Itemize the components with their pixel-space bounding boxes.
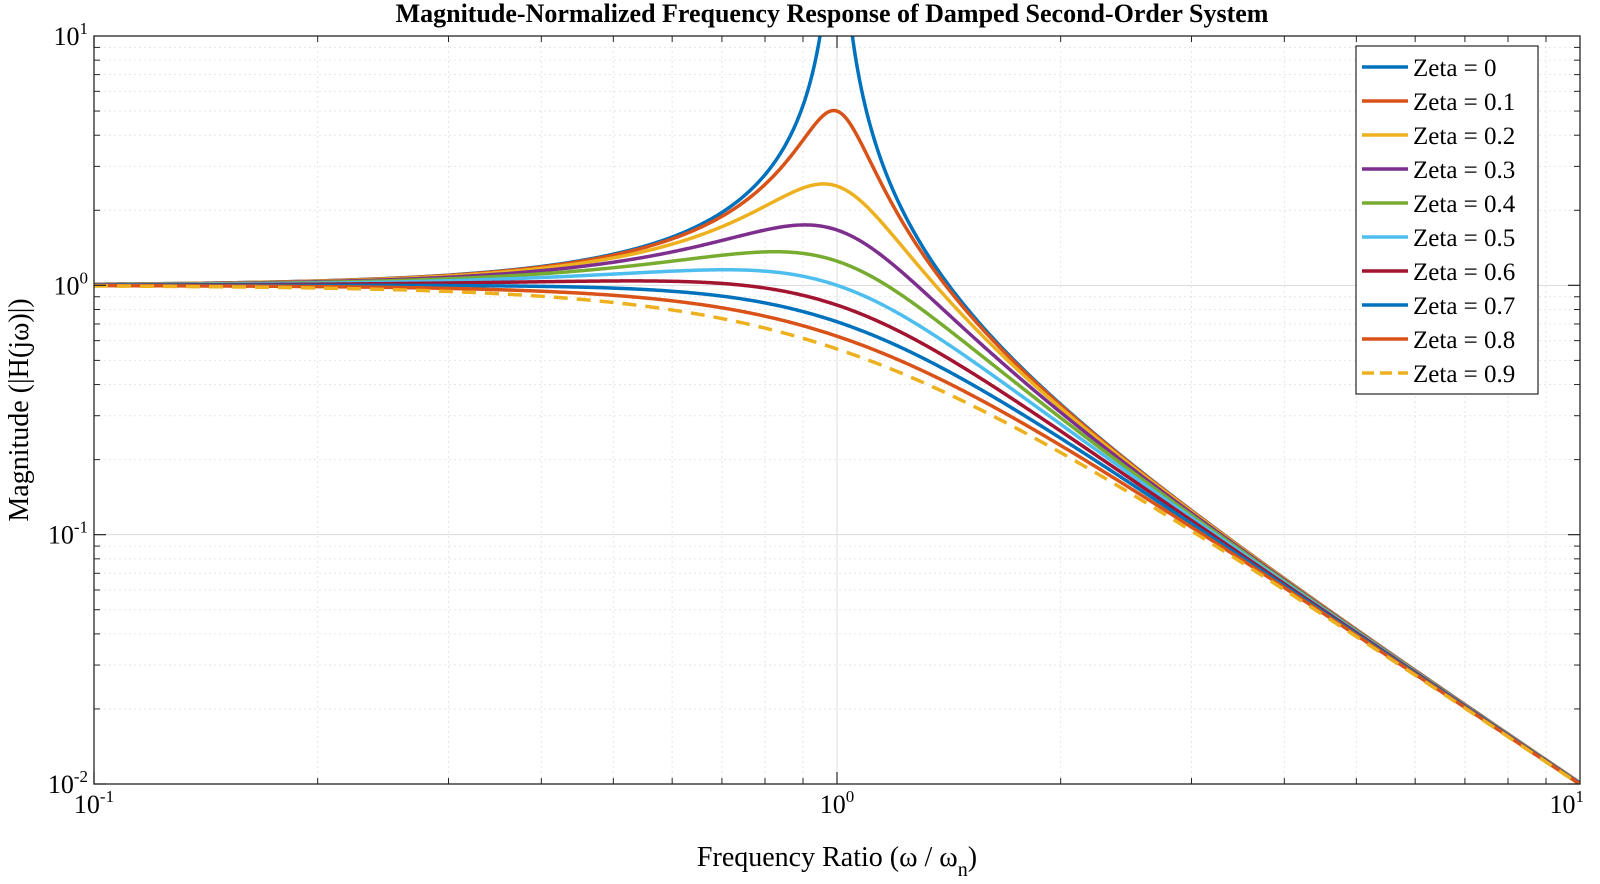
tick-exponent: 0 — [846, 787, 855, 806]
tick-exponent: -1 — [100, 787, 114, 806]
x-tick-label: 10-1 — [74, 787, 114, 819]
legend-entry-label[interactable]: Zeta = 0.8 — [1413, 327, 1515, 354]
legend[interactable]: Zeta = 0 Zeta = 0.1 Zeta = 0.2 Zeta = 0.3 Ze… — [1355, 45, 1539, 395]
tick-base: 10 — [48, 770, 74, 799]
y-tick-label: 10-1 — [48, 518, 88, 550]
tick-base: 10 — [1550, 790, 1576, 819]
tick-base: 10 — [820, 790, 846, 819]
x-tick-label: 100 — [820, 787, 855, 819]
tick-base: 10 — [74, 790, 100, 819]
chart-title: Magnitude-Normalized Frequency Response … — [396, 0, 1269, 28]
x-axis-label-subscript: n — [958, 859, 968, 881]
legend-entry-label[interactable]: Zeta = 0 — [1413, 55, 1497, 82]
legend-entry-label[interactable]: Zeta = 0.2 — [1413, 123, 1515, 150]
x-axis-label-end: ) — [968, 842, 977, 873]
tick-exponent: -2 — [74, 767, 88, 786]
tick-exponent: 1 — [80, 19, 89, 38]
tick-exponent: 0 — [80, 268, 89, 287]
x-tick-label: 101 — [1550, 787, 1585, 819]
x-tick-labels: 10-1 100 101 — [74, 787, 1584, 819]
legend-entry-label[interactable]: Zeta = 0.6 — [1413, 259, 1515, 286]
legend-entry-label[interactable]: Zeta = 0.7 — [1413, 293, 1515, 320]
tick-exponent: 1 — [1576, 787, 1585, 806]
y-tick-label: 10-2 — [48, 767, 88, 799]
series-line-zeta-0-9 — [94, 284, 1580, 784]
series-layer — [94, 36, 1580, 784]
legend-entry-label[interactable]: Zeta = 0.3 — [1413, 157, 1515, 184]
legend-entry-label[interactable]: Zeta = 0.9 — [1413, 361, 1515, 388]
legend-entry-label[interactable]: Zeta = 0.4 — [1413, 191, 1516, 218]
y-tick-label: 100 — [54, 268, 89, 300]
tick-marks — [93, 36, 1580, 785]
x-axis-label-main: Frequency Ratio (ω / ω — [697, 842, 958, 873]
tick-base: 10 — [54, 271, 80, 300]
tick-base: 10 — [54, 22, 80, 51]
legend-entry-label[interactable]: Zeta = 0.5 — [1413, 225, 1515, 252]
tick-exponent: -1 — [74, 518, 88, 537]
y-tick-label: 101 — [54, 19, 89, 51]
tick-base: 10 — [48, 521, 74, 550]
x-axis-label: Frequency Ratio (ω / ωn) — [697, 842, 977, 881]
legend-box — [1355, 45, 1539, 395]
y-axis-label: Magnitude (|H(jω)|) — [4, 298, 35, 521]
legend-entry-label[interactable]: Zeta = 0.1 — [1413, 89, 1515, 116]
plot-area — [93, 35, 1581, 785]
